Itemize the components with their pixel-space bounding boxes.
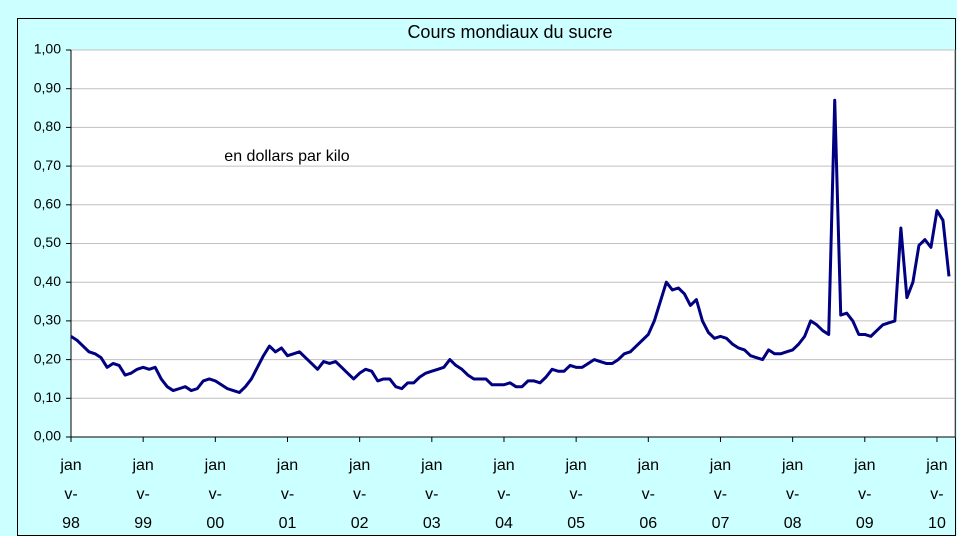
y-tick-label: 0,20: [34, 350, 61, 366]
y-tick-label: 0,30: [34, 312, 61, 328]
y-tick-label: 1,00: [34, 41, 61, 57]
x-tick-label: jan v-06: [637, 457, 659, 532]
x-tick-label: jan v-09: [853, 457, 875, 532]
x-tick-label: jan v-03: [420, 457, 442, 532]
y-tick-label: 0,10: [34, 389, 61, 405]
x-tick-label: jan v-01: [276, 457, 298, 532]
x-tick-label: jan v-98: [59, 457, 81, 532]
x-tick-label: jan v-02: [348, 457, 370, 532]
annotation: en dollars par kilo: [224, 148, 350, 165]
x-tick-label: jan v-00: [204, 457, 226, 532]
y-tick-label: 0,70: [34, 157, 61, 173]
x-tick-label: jan v-07: [709, 457, 731, 532]
price-line: [70, 98, 951, 394]
x-tick-label: jan v-05: [564, 457, 586, 532]
y-tick-label: 0,00: [34, 428, 61, 444]
x-tick-label: jan v-10: [925, 457, 947, 532]
x-tick-label: jan v-99: [131, 457, 153, 532]
x-tick-label: jan v-08: [781, 457, 803, 532]
y-tick-label: 0,40: [34, 273, 61, 289]
chart-title: Cours mondiaux du sucre: [407, 22, 612, 42]
y-tick-label: 0,80: [34, 118, 61, 134]
y-tick-label: 0,90: [34, 79, 61, 95]
y-tick-label: 0,50: [34, 234, 61, 250]
y-tick-label: 0,60: [34, 196, 61, 212]
x-tick-label: jan v-04: [492, 457, 514, 532]
